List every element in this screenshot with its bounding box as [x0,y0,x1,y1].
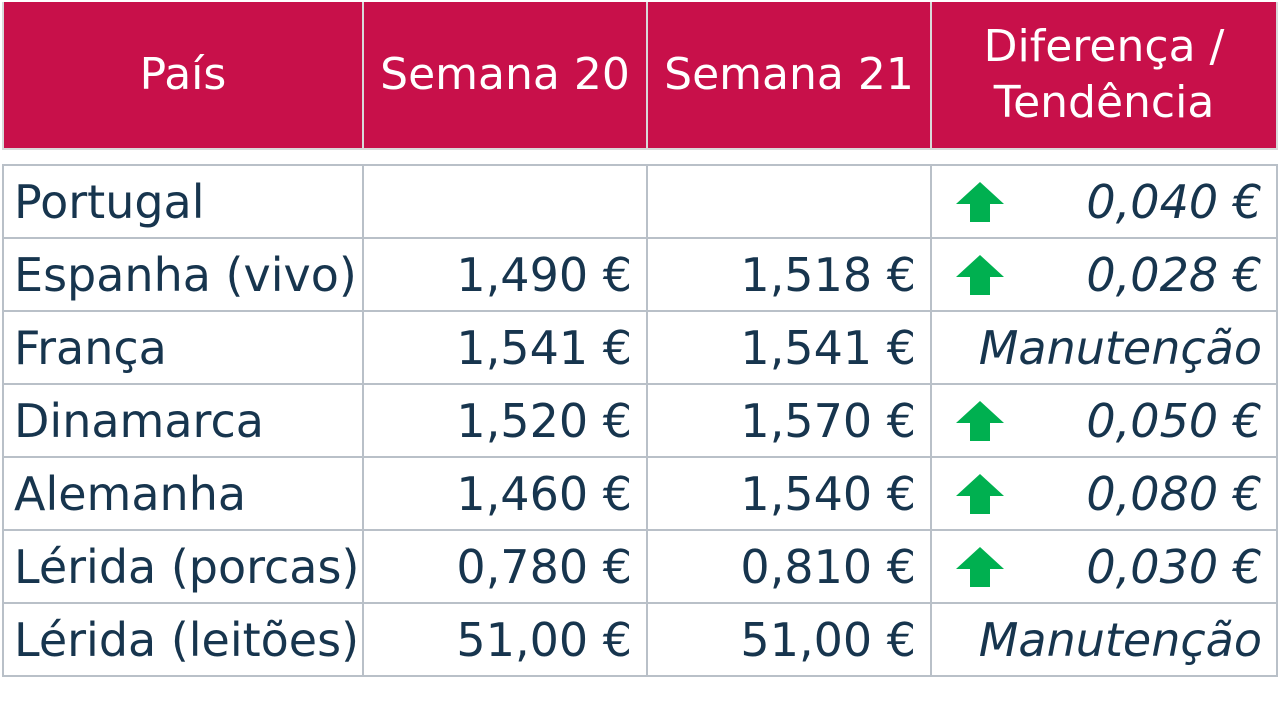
diff-value: 0,030 € [1086,539,1262,594]
diff-value: Manutenção [978,320,1262,375]
table-row: Portugal 0,040 € [2,166,1278,239]
up-arrow-icon [956,400,1004,441]
header-country: País [2,2,364,150]
week20-cell: 51,00 € [364,604,648,677]
diff-cell: Manutenção [932,312,1278,385]
week20-cell: 1,541 € [364,312,648,385]
table-row: França 1,541 €1,541 € Manutenção [2,312,1278,385]
diff-cell: 0,040 € [932,166,1278,239]
country-cell: Alemanha [2,458,364,531]
up-arrow-icon [956,181,1004,222]
table-row: Alemanha 1,460 €1,540 € 0,080 € [2,458,1278,531]
country-cell: Lérida (leitões) [2,604,364,677]
week20-cell [364,166,648,239]
week21-cell: 1,541 € [648,312,932,385]
country-cell: Dinamarca [2,385,364,458]
header-week20: Semana 20 [364,2,648,150]
week21-cell: 1,570 € [648,385,932,458]
week20-cell: 1,520 € [364,385,648,458]
week20-cell: 0,780 € [364,531,648,604]
diff-cell: 0,050 € [932,385,1278,458]
diff-value: Manutenção [978,612,1262,667]
week21-cell: 1,518 € [648,239,932,312]
table-row: Espanha (vivo) 1,490 €1,518 € 0,028 € [2,239,1278,312]
country-cell: Lérida (porcas) [2,531,364,604]
price-table-body: Portugal 0,040 € Espanha (vivo) 1,490 €1,51… [2,164,1278,677]
diff-cell: 0,080 € [932,458,1278,531]
country-cell: França [2,312,364,385]
diff-value: 0,050 € [1086,393,1262,448]
up-arrow-icon [956,473,1004,514]
week20-cell: 1,460 € [364,458,648,531]
up-arrow-icon [956,254,1004,295]
week20-cell: 1,490 € [364,239,648,312]
up-arrow-icon [956,546,1004,587]
table-row: Lérida (porcas) 0,780 €0,810 € 0,030 € [2,531,1278,604]
diff-cell: 0,030 € [932,531,1278,604]
week21-cell: 1,540 € [648,458,932,531]
country-cell: Portugal [2,166,364,239]
header-diff-trend: Diferença / Tendência [932,2,1278,150]
diff-value: 0,028 € [1086,247,1262,302]
header-week21: Semana 21 [648,2,932,150]
diff-cell: 0,028 € [932,239,1278,312]
diff-value: 0,040 € [1086,174,1262,229]
table-row: Lérida (leitões) 51,00 €51,00 € Manutenção [2,604,1278,677]
diff-value: 0,080 € [1086,466,1262,521]
table-row: Dinamarca 1,520 €1,570 € 0,050 € [2,385,1278,458]
week21-cell: 51,00 € [648,604,932,677]
week21-cell [648,166,932,239]
diff-cell: Manutenção [932,604,1278,677]
country-cell: Espanha (vivo) [2,239,364,312]
table-header: País Semana 20 Semana 21 Diferença / Tend… [2,2,1278,150]
week21-cell: 0,810 € [648,531,932,604]
